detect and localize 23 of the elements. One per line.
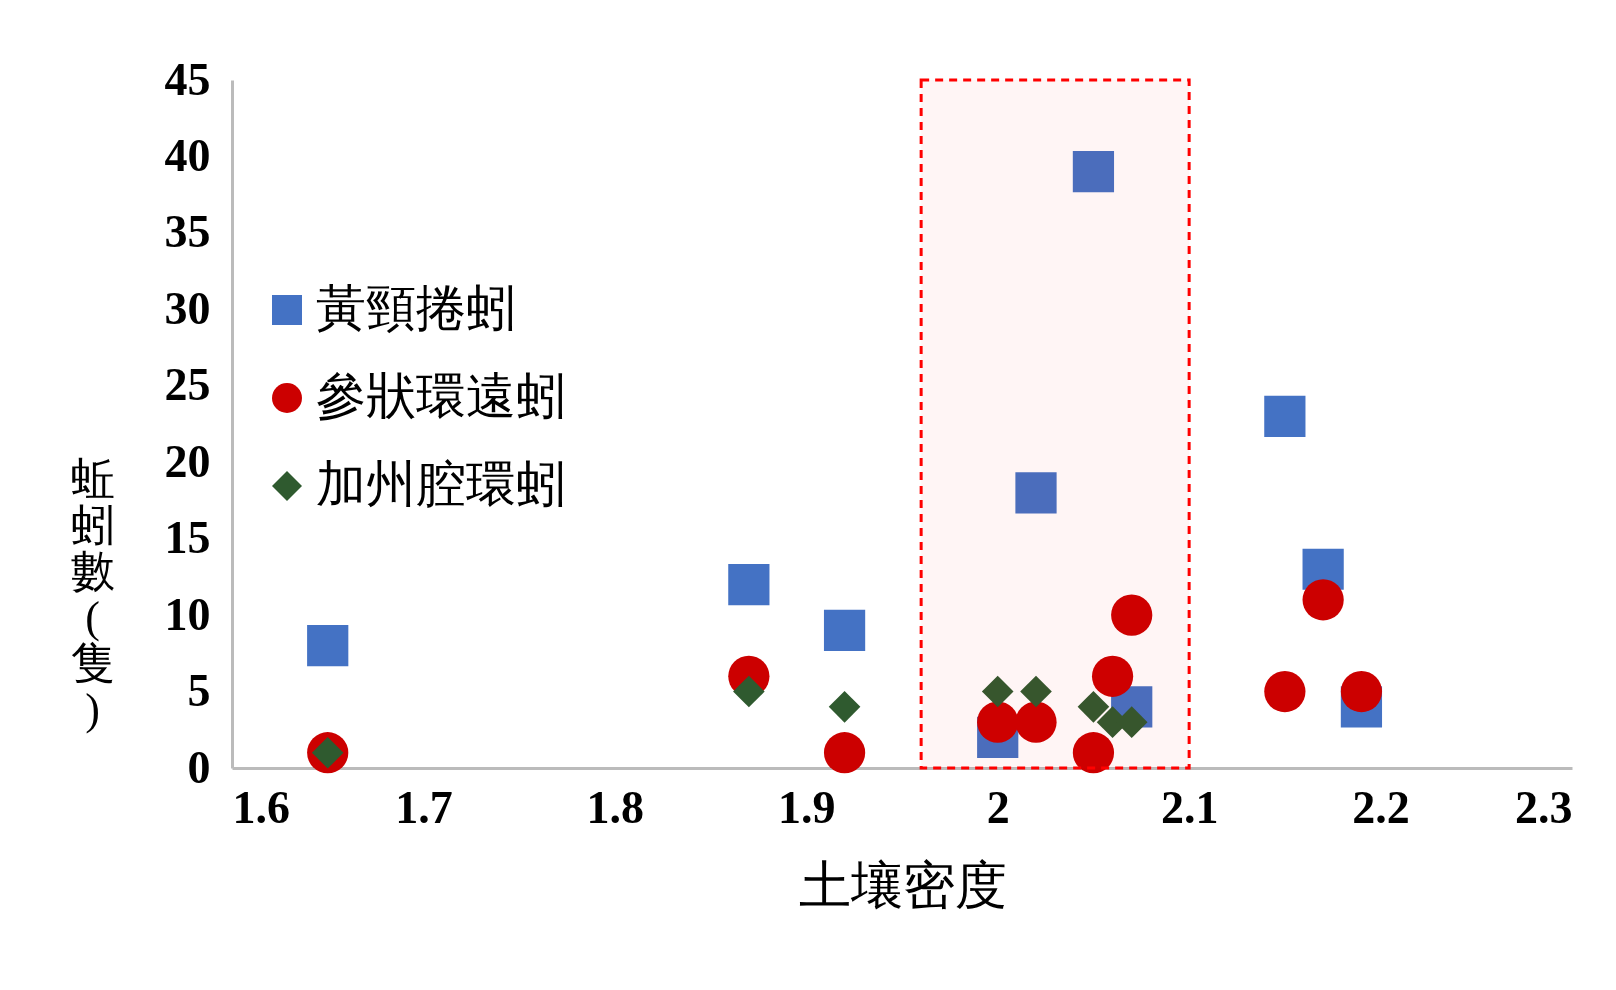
x-tick-label: 1.8 [586, 781, 645, 833]
x-axis-title: 土壤密度 [798, 856, 1007, 914]
y-tick-label: 40 [164, 129, 211, 181]
x-tick-label: 2.1 [1160, 781, 1219, 833]
y-tick-label: 0 [187, 741, 211, 793]
x-tick-label: 2.2 [1352, 781, 1410, 833]
y-tick-label: 20 [164, 435, 211, 487]
x-tick-label: 2.3 [1515, 781, 1573, 833]
y-tick-label: 10 [164, 588, 211, 640]
y-axis-title: 蚯蚓數(隻) [70, 454, 115, 734]
legend-label: 參狀環遠蚓 [316, 368, 566, 424]
y-tick-label: 35 [164, 206, 211, 258]
x-tick-label: 2 [986, 781, 1010, 833]
x-tick-label: 1.7 [395, 781, 453, 833]
legend-label: 加州腔環蚓 [316, 456, 566, 512]
x-tick-label: 1.6 [232, 781, 290, 833]
y-tick-label: 45 [164, 53, 211, 105]
y-tick-label: 15 [164, 512, 211, 564]
y-tick-label: 25 [164, 359, 211, 411]
legend-label: 黃頸捲蚓 [316, 280, 516, 336]
y-tick-label: 5 [187, 665, 211, 717]
y-tick-label: 30 [164, 282, 211, 334]
x-tick-label: 1.9 [778, 781, 836, 833]
